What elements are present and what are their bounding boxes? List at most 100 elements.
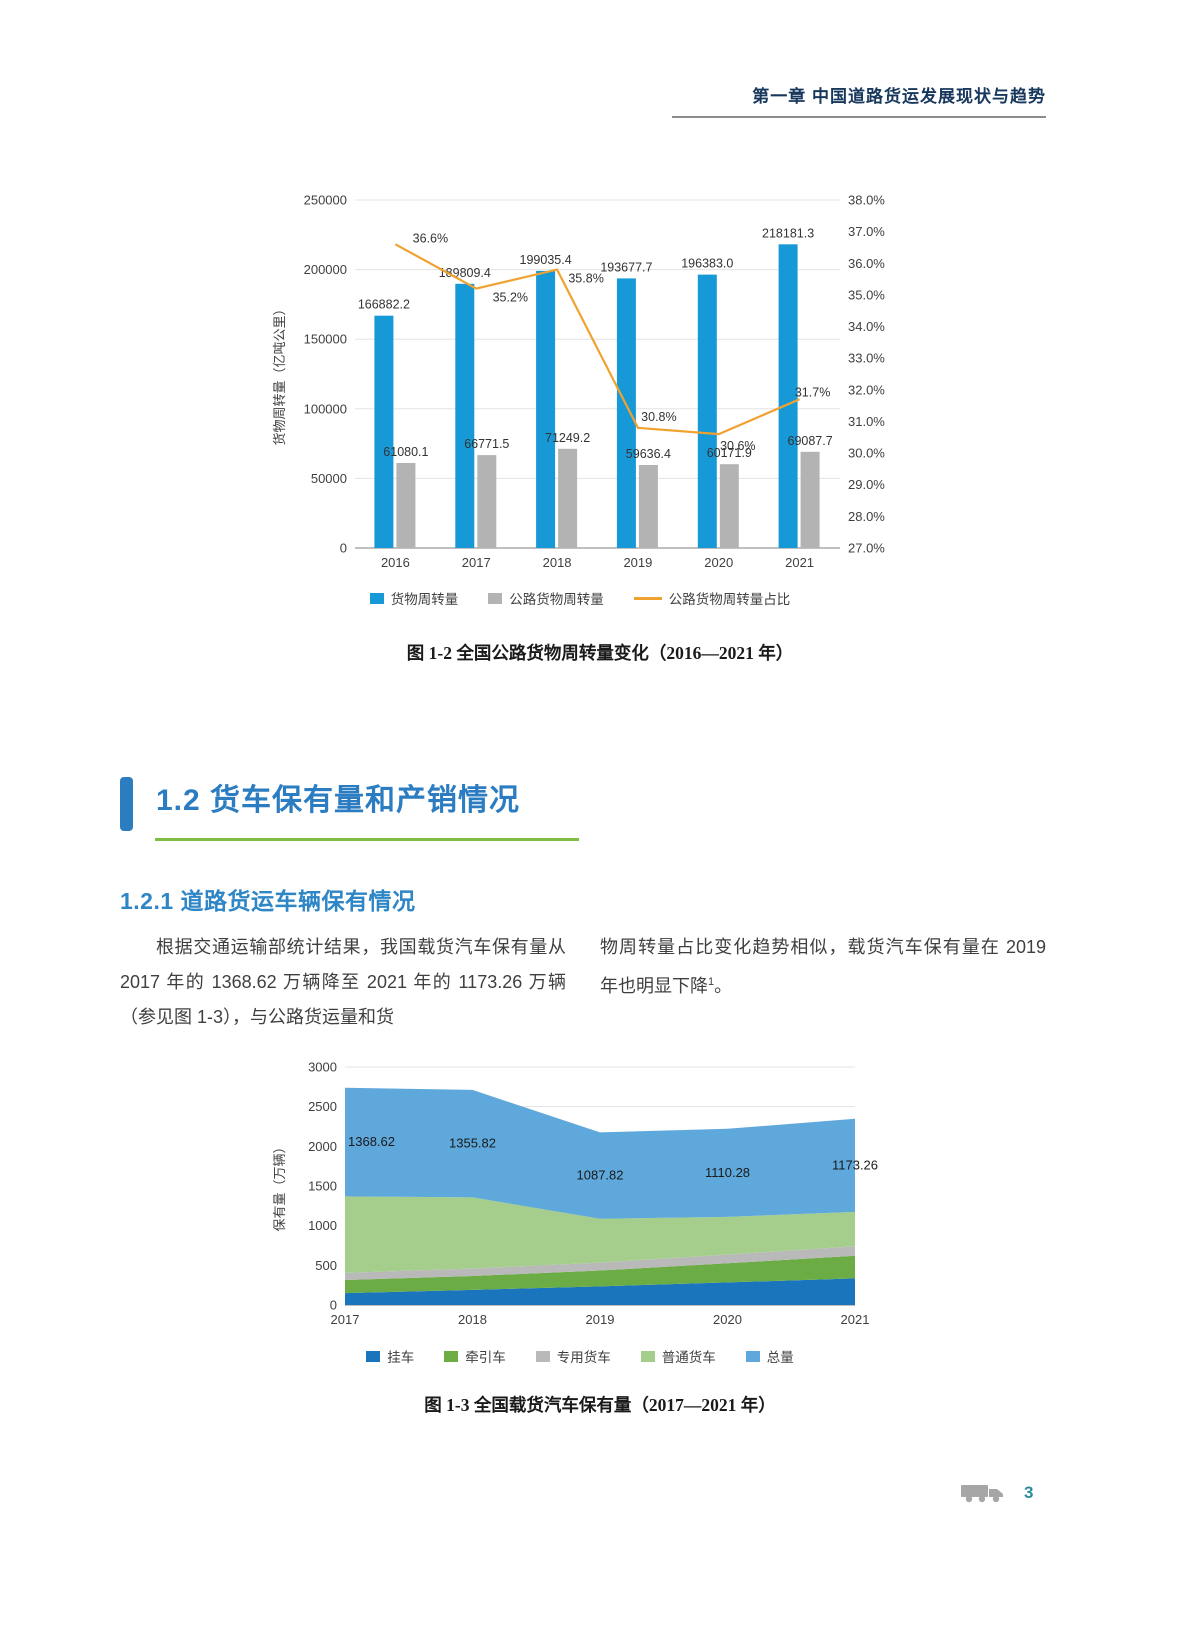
line-value-label: 30.8% bbox=[641, 410, 676, 424]
chart2-legend: 挂车 牵引车 专用货车 普通货车 总量 bbox=[270, 1346, 890, 1366]
legend-item-road-freight-turnover: 公路货物周转量 bbox=[488, 588, 604, 608]
legend-item-total: 总量 bbox=[745, 1346, 794, 1366]
y-axis-title: 货物周转量（亿吨公里） bbox=[272, 302, 287, 445]
line-value-label: 36.6% bbox=[413, 231, 448, 245]
legend-swatch bbox=[366, 1350, 381, 1362]
y-right-tick: 27.0% bbox=[848, 541, 885, 556]
bar-value-label: 69087.7 bbox=[788, 434, 833, 448]
bar-value-label: 59636.4 bbox=[626, 447, 671, 461]
legend-item-ordinary-truck: 普通货车 bbox=[640, 1346, 716, 1366]
body-paragraph-right: 物周转量占比变化趋势相似，载货汽车保有量在 2019 年也明显下降1。 bbox=[600, 930, 1046, 1004]
page-number: 3 bbox=[1024, 1483, 1034, 1502]
x-tick: 2018 bbox=[543, 555, 572, 570]
page-header: 第一章 中国道路货运发展现状与趋势 bbox=[672, 82, 1046, 118]
bar-value-label: 66771.5 bbox=[464, 437, 509, 451]
chart1-caption: 图 1-2 全国公路货物周转量变化（2016—2021 年） bbox=[406, 643, 794, 663]
y-right-tick: 30.0% bbox=[848, 446, 885, 461]
y-right-tick: 33.0% bbox=[848, 351, 885, 366]
bar-value-label: 193677.7 bbox=[600, 260, 652, 274]
bar-freight-turnover bbox=[697, 274, 717, 548]
chart2-caption: 图 1-3 全国载货汽车保有量（2017—2021 年） bbox=[424, 1395, 776, 1415]
chart-truck-fleet: 0 500 1000 1500 2000 2500 3000 保有量（万辆） 2017 2018 2… bbox=[272, 1060, 878, 1328]
legend-swatch bbox=[444, 1350, 459, 1362]
line-value-label: 30.6% bbox=[720, 439, 755, 453]
bar-freight-turnover bbox=[616, 278, 636, 548]
legend-label: 牵引车 bbox=[465, 1350, 506, 1365]
x-tick: 2021 bbox=[785, 555, 814, 570]
legend-item-trailer: 挂车 bbox=[366, 1346, 414, 1366]
y-right-tick: 38.0% bbox=[848, 193, 885, 208]
section-accent-bar bbox=[120, 777, 133, 831]
legend-label: 专用货车 bbox=[556, 1350, 611, 1365]
y-left-tick: 150000 bbox=[304, 332, 347, 347]
bar-value-label: 71249.2 bbox=[545, 431, 590, 445]
legend-swatch bbox=[488, 592, 503, 604]
area-ordinary-truck bbox=[345, 1196, 855, 1273]
x-tick: 2019 bbox=[586, 1312, 615, 1327]
legend-item-special-truck: 专用货车 bbox=[535, 1346, 611, 1366]
y-tick: 500 bbox=[315, 1258, 337, 1273]
y-right-tick: 31.0% bbox=[848, 414, 885, 429]
y-right-tick: 37.0% bbox=[848, 224, 885, 239]
body-text-end: 。 bbox=[714, 976, 733, 996]
legend-label: 货物周转量 bbox=[390, 592, 459, 607]
legend-swatch bbox=[369, 592, 384, 604]
line-value-label: 31.7% bbox=[795, 385, 830, 399]
bar-road-freight-turnover bbox=[477, 455, 497, 548]
total-value-label: 1173.26 bbox=[832, 1157, 878, 1172]
line-value-label: 35.8% bbox=[568, 272, 603, 286]
x-tick: 2019 bbox=[623, 555, 652, 570]
area-special-truck bbox=[345, 1246, 855, 1280]
total-value-label: 1110.28 bbox=[705, 1165, 750, 1180]
x-tick: 2017 bbox=[331, 1312, 360, 1327]
bar-value-label: 61080.1 bbox=[383, 445, 428, 459]
x-tick: 2020 bbox=[713, 1312, 742, 1327]
bar-value-label: 196383.0 bbox=[681, 257, 733, 271]
bar-freight-turnover bbox=[778, 244, 798, 549]
y-left-tick: 100000 bbox=[304, 401, 347, 416]
y-left-tick: 0 bbox=[340, 541, 347, 556]
y-tick: 3000 bbox=[308, 1060, 337, 1075]
body-paragraph-left: 根据交通运输部统计结果，我国载货汽车保有量从 2017 年的 1368.62 万… bbox=[120, 937, 566, 1027]
legend-line-swatch bbox=[633, 596, 662, 600]
truck-wheel bbox=[965, 1495, 973, 1503]
y-tick: 0 bbox=[330, 1298, 337, 1313]
y-axis-title: 保有量（万辆） bbox=[272, 1140, 287, 1231]
y-tick: 1000 bbox=[308, 1218, 337, 1233]
y-left-tick: 250000 bbox=[304, 193, 347, 208]
y-tick: 2500 bbox=[308, 1099, 337, 1114]
bar-freight-turnover bbox=[455, 283, 475, 548]
legend-item-freight-turnover: 货物周转量 bbox=[369, 588, 459, 608]
legend-label: 公路货物周转量 bbox=[509, 592, 604, 607]
bar-road-freight-turnover bbox=[396, 463, 416, 548]
area-tractor bbox=[345, 1255, 855, 1294]
legend-label: 总量 bbox=[766, 1350, 794, 1365]
line-value-label: 35.2% bbox=[493, 291, 528, 305]
y-right-tick: 29.0% bbox=[848, 477, 885, 492]
legend-item-road-share: 公路货物周转量占比 bbox=[633, 588, 790, 608]
legend-swatch bbox=[640, 1350, 655, 1362]
line-road-share bbox=[394, 243, 801, 436]
chart-freight-turnover: 0 50000 100000 150000 200000 250000 27.0% 28.0%… bbox=[272, 193, 885, 571]
chapter-title: 第一章 中国道路货运发展现状与趋势 bbox=[752, 87, 1046, 106]
page-footer: 3 bbox=[960, 1482, 1033, 1504]
y-right-tick: 36.0% bbox=[848, 256, 885, 271]
section-underline bbox=[155, 838, 579, 841]
y-tick: 1500 bbox=[308, 1179, 337, 1194]
chart1-legend: 货物周转量 公路货物周转量 公路货物周转量占比 bbox=[270, 588, 890, 608]
legend-swatch bbox=[745, 1350, 760, 1362]
legend-label: 普通货车 bbox=[661, 1350, 716, 1365]
truck-cab bbox=[989, 1489, 1003, 1497]
x-tick: 2018 bbox=[458, 1312, 487, 1327]
truck-wheel bbox=[978, 1495, 986, 1503]
y-right-tick: 28.0% bbox=[848, 509, 885, 524]
y-tick: 2000 bbox=[308, 1139, 337, 1154]
truck-wheel bbox=[992, 1495, 1000, 1503]
bar-road-freight-turnover bbox=[558, 448, 578, 548]
section-title: 1.2 货车保有量和产销情况 bbox=[156, 784, 521, 817]
bar-value-label: 199035.4 bbox=[520, 253, 572, 267]
bar-freight-turnover bbox=[374, 315, 394, 548]
x-tick: 2021 bbox=[841, 1312, 870, 1327]
total-value-label: 1368.62 bbox=[348, 1134, 395, 1149]
